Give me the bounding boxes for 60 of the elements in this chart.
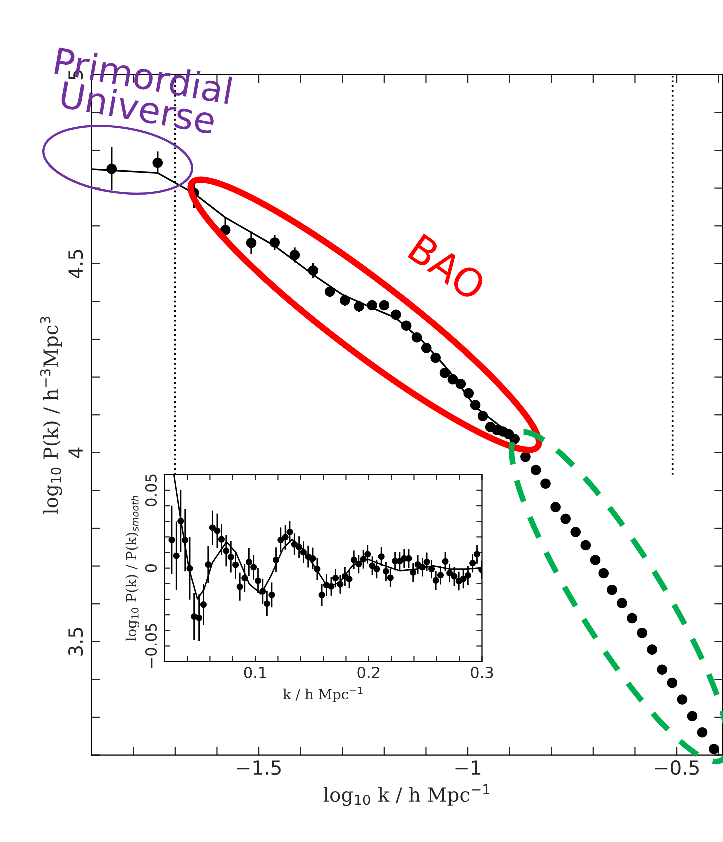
point [580,540,592,551]
point [456,378,466,390]
point [531,465,542,476]
point [570,527,582,538]
x-tick-label: 0.1 [244,666,266,678]
point [448,374,458,385]
point [390,310,402,320]
x-tick-label: 0.3 [471,666,494,678]
point [308,266,319,276]
y-axis-title: log$_{10}$ P(k) / h$^{−3}$Mpc$^{3}$ [40,317,62,514]
x-tick-label: −1 [456,760,481,775]
point [657,664,668,676]
point [470,400,481,410]
point [478,411,488,422]
point [687,711,698,722]
point [647,644,658,655]
point [367,300,378,311]
point [520,452,531,462]
point [598,568,610,579]
point [430,352,441,364]
y-tick-label: 0.05 [145,474,158,506]
point [290,250,300,260]
point [412,332,422,343]
point [607,584,618,596]
point [677,694,688,705]
point [550,502,561,512]
y-tick-label: −0.05 [145,624,158,668]
point [540,478,551,490]
point [106,164,118,174]
point [697,727,708,738]
point [421,343,432,354]
y-axis-title: log$_{10}$ P(k) / P(k)$_{smooth}$ [126,496,140,642]
point [354,301,364,312]
x-tick-label: −0.5 [655,760,699,776]
y-tick-label: 0 [145,564,158,572]
point [627,613,638,624]
point [560,514,571,524]
point [379,300,390,311]
point [340,295,350,306]
point [590,555,601,566]
x-tick-label: 0.2 [358,666,380,678]
x-axis-title: log$_{10}$ k / h Mpc$^{−1}$ [324,784,490,806]
annotation: BAO [408,233,488,302]
point [617,598,628,608]
point [510,434,520,444]
y-tick-label: 4.5 [68,250,84,278]
point [637,628,648,638]
x-axis-title: k / h Mpc$^{−1}$ [283,687,363,702]
point [709,744,720,754]
point [246,238,257,248]
y-tick-label: 3.5 [68,628,84,656]
y-tick-label: 4 [68,448,83,458]
point [667,678,678,688]
point [401,320,412,332]
point [152,158,164,168]
point [440,368,450,378]
x-tick-label: −1.5 [237,760,281,776]
point [464,388,474,399]
point [324,286,336,298]
point [270,238,280,248]
